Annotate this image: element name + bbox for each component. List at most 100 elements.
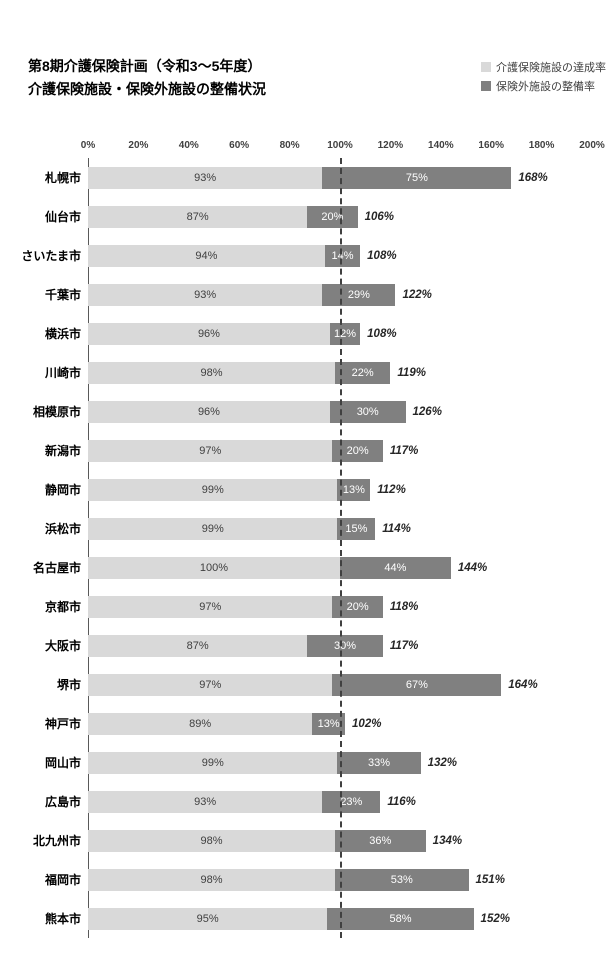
bar-segment-noninsured-rate: 30% [307,634,383,657]
chart-row: 広島市 93% 23% 116% [45,782,592,821]
stacked-bar: 99% 33% [88,751,592,774]
plot-rows: 札幌市 93% 75% 168% 仙台市 87% 20% 106% さいたま市 94% 14% 108… [21,158,592,938]
chart-row: 岡山市 99% 33% 132% [45,743,592,782]
total-value-label: 126% [412,405,442,418]
category-label: 浜松市 [44,522,81,536]
total-value-label: 144% [457,561,488,574]
bar-segment-achievement-rate: 98% [88,829,335,852]
total-value-label: 112% [377,483,406,496]
bar-segment-noninsured-rate: 20% [332,439,383,462]
bar-segment-noninsured-rate: 30% [329,400,406,423]
bar-segment-achievement-rate: 98% [88,868,335,891]
total-value-label: 116% [387,795,416,808]
x-axis-tick-label: 100% [327,140,353,151]
x-axis-tick-label: 0% [80,140,96,151]
total-value-label: 118% [389,600,419,613]
bar-segment-noninsured-rate: 36% [334,829,426,852]
stacked-bar: 96% 30% [88,400,592,423]
bar-segment-noninsured-rate: 22% [334,361,391,384]
bar-segment-noninsured-rate: 20% [332,595,383,618]
stacked-bar: 99% 15% [88,517,592,540]
stacked-bar: 97% 67% [88,673,592,696]
category-label: さいたま市 [21,249,81,263]
category-label: 岡山市 [44,756,81,770]
stacked-bar: 87% 30% [88,634,592,657]
category-label: 名古屋市 [32,561,81,575]
chart-row: 札幌市 93% 75% 168% [45,158,592,197]
total-value-label: 106% [364,210,395,223]
stacked-bar-chart: 0% 20% 40% 60% 80% 100% 120% 140% 160% 180% 200% 札… [21,140,605,938]
category-label: 千葉市 [44,288,81,302]
category-label: 川崎市 [44,366,81,380]
bar-segment-noninsured-rate: 13% [337,478,371,501]
stacked-bar: 100% 44% [88,556,592,579]
legend-item: 介護保険施設の達成率 [481,59,606,75]
bar-segment-noninsured-rate: 44% [340,556,451,579]
category-label: 京都市 [44,600,81,614]
stacked-bar: 87% 20% [88,205,592,228]
x-axis: 0% 20% 40% 60% 80% 100% 120% 140% 160% 180% 200% [81,140,605,158]
bar-segment-achievement-rate: 89% [88,712,313,735]
bar-segment-noninsured-rate: 67% [332,673,502,696]
category-label: 静岡市 [44,483,81,497]
legend-item: 保険外施設の整備率 [481,78,606,94]
total-value-label: 168% [518,171,548,184]
x-axis-tick-label: 80% [279,140,300,151]
chart-row: 北九州市 98% 36% 134% [33,821,592,860]
total-value-label: 108% [367,327,397,340]
bar-segment-achievement-rate: 99% [88,478,338,501]
category-label: 堺市 [56,678,81,692]
bar-segment-noninsured-rate: 53% [334,868,469,891]
chart-row: 福岡市 98% 53% 151% [45,860,592,899]
stacked-bar: 98% 53% [88,868,592,891]
bar-segment-achievement-rate: 99% [88,751,338,774]
stacked-bar: 96% 12% [88,322,592,345]
stacked-bar: 95% 58% [88,907,592,930]
plot-area: 札幌市 93% 75% 168% 仙台市 87% 20% 106% さいたま市 94% 14% 108… [21,158,592,938]
category-label: 新潟市 [44,444,81,458]
bar-segment-noninsured-rate: 23% [322,790,381,813]
total-value-label: 108% [367,249,397,262]
total-value-label: 134% [432,834,463,847]
bar-segment-noninsured-rate: 15% [337,517,376,540]
chart-title-line1: 第8期介護保険計画（令和3～5年度） [28,58,262,74]
legend: 介護保険施設の達成率 保険外施設の整備率 [481,59,606,97]
stacked-bar: 98% 22% [88,361,592,384]
total-value-label: 102% [352,717,382,730]
stacked-bar: 94% 14% [88,244,592,267]
chart-row: 大阪市 87% 30% 117% [45,626,592,665]
chart-header: 第8期介護保険計画（令和3～5年度） 介護保険施設・保険外施設の整備状況 介護保… [28,55,606,101]
chart-title: 第8期介護保険計画（令和3～5年度） 介護保険施設・保険外施設の整備状況 [28,55,266,101]
bar-segment-achievement-rate: 97% [88,673,333,696]
x-axis-tick-label: 200% [579,140,605,151]
bar-segment-noninsured-rate: 12% [329,322,361,345]
total-value-label: 114% [382,522,411,535]
chart-row: 神戸市 89% 13% 102% [45,704,592,743]
chart-row: 川崎市 98% 22% 119% [45,353,592,392]
legend-label: 介護保険施設の達成率 [496,62,606,74]
total-value-label: 152% [480,912,510,925]
stacked-bar: 93% 75% [88,166,592,189]
chart-title-line2: 介護保険施設・保険外施設の整備状況 [28,81,266,98]
bar-segment-noninsured-rate: 14% [324,244,361,267]
bar-segment-achievement-rate: 87% [88,205,308,228]
total-value-label: 164% [508,678,538,691]
chart-row: 仙台市 87% 20% 106% [45,197,592,236]
stacked-bar: 97% 20% [88,439,592,462]
x-axis-tick-label: 120% [377,140,404,151]
bar-segment-achievement-rate: 96% [88,400,330,423]
bar-segment-achievement-rate: 95% [88,907,328,930]
bar-segment-noninsured-rate: 58% [327,907,474,930]
reference-line-100pct [340,158,342,938]
total-value-label: 132% [427,756,458,769]
chart-row: 熊本市 95% 58% 152% [45,899,592,938]
bar-segment-achievement-rate: 87% [88,634,308,657]
x-axis-tick-label: 40% [178,140,199,151]
category-label: 札幌市 [44,171,81,185]
x-axis-tick-label: 160% [478,140,504,151]
stacked-bar: 93% 23% [88,790,592,813]
bar-segment-achievement-rate: 93% [88,790,323,813]
legend-label: 保険外施設の整備率 [496,81,595,93]
stacked-bar: 97% 20% [88,595,592,618]
